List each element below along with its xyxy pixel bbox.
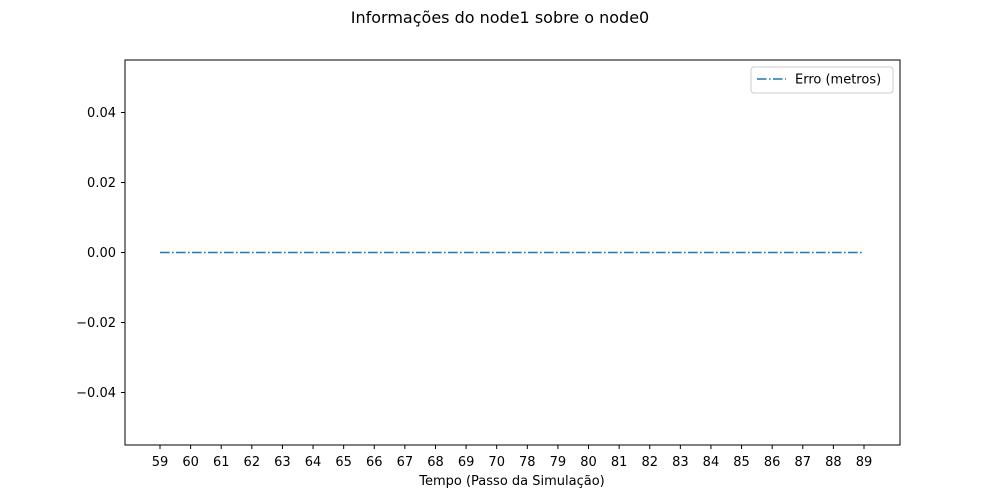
x-tick-label: 87 [795, 455, 812, 470]
x-tick-label: 80 [580, 455, 597, 470]
x-tick-label: 84 [703, 455, 720, 470]
x-axis-label: Tempo (Passo da Simulação) [418, 474, 605, 489]
x-tick-label: 70 [488, 455, 505, 470]
x-tick-label: 69 [458, 455, 475, 470]
x-tick-label: 85 [733, 455, 750, 470]
x-tick-label: 60 [182, 455, 199, 470]
x-tick-label: 86 [764, 455, 781, 470]
x-tick-label: 64 [305, 455, 322, 470]
y-axis-ticks: 0.04 0.02 0.00 −0.02 −0.04 [76, 106, 125, 401]
x-tick-label: 63 [274, 455, 291, 470]
plot-area: 59 60 61 62 63 64 65 66 67 68 69 70 78 79 80 81 82 83 84 85… [76, 59, 901, 470]
x-tick-label: 83 [672, 455, 689, 470]
x-tick-label: 79 [550, 455, 567, 470]
legend-box [750, 66, 894, 94]
x-axis-ticks: 59 60 61 62 63 64 65 66 67 68 69 70 78 79 80 81 82 83 84 85… [152, 445, 873, 470]
x-tick-label: 78 [519, 455, 536, 470]
x-tick-label: 68 [427, 455, 444, 470]
y-tick-label: −0.02 [76, 316, 116, 331]
chart-title: Informações do node1 sobre o node0 [351, 8, 649, 27]
x-tick-label: 61 [213, 455, 230, 470]
x-tick-label: 66 [366, 455, 383, 470]
x-tick-label: 62 [244, 455, 261, 470]
x-tick-label: 81 [611, 455, 628, 470]
x-tick-label: 65 [335, 455, 352, 470]
legend: Erro (metros) [750, 66, 894, 94]
x-tick-label: 88 [825, 455, 842, 470]
y-tick-label: 0.04 [87, 106, 116, 121]
x-tick-label: 82 [641, 455, 658, 470]
y-tick-label: 0.00 [87, 246, 116, 261]
x-tick-label: 59 [152, 455, 169, 470]
x-tick-label: 67 [397, 455, 414, 470]
legend-entry-label: Erro (metros) [795, 73, 881, 88]
y-tick-label: 0.02 [87, 176, 116, 191]
y-tick-label: −0.04 [76, 386, 116, 401]
x-tick-label: 89 [856, 455, 873, 470]
